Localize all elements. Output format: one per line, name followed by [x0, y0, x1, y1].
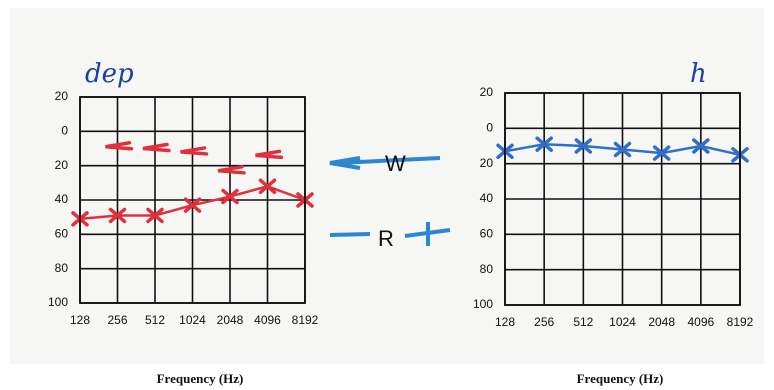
data-marker	[255, 149, 284, 160]
x-tick-label: 512	[145, 313, 165, 327]
data-marker	[221, 188, 239, 205]
y-tick-label: 60	[480, 227, 494, 241]
y-tick-label: 0	[486, 121, 493, 135]
data-marker	[535, 136, 553, 152]
x-tick-label: 128	[495, 315, 515, 329]
r-label: R	[378, 226, 394, 251]
y-tick-label: 40	[480, 191, 494, 205]
y-tick-label: 40	[55, 192, 69, 206]
data-marker	[692, 138, 710, 154]
r-mark	[329, 222, 451, 246]
data-marker	[183, 197, 202, 213]
x-tick-label: 4096	[687, 315, 714, 329]
y-tick-label: 80	[480, 262, 494, 276]
x-tick-label: 1024	[609, 315, 636, 329]
plot-frame	[79, 96, 306, 304]
x-tick-label: 1024	[179, 313, 206, 327]
data-marker	[180, 146, 209, 156]
data-marker	[146, 207, 164, 224]
y-tick-label: 20	[55, 158, 69, 172]
y-tick-label: 60	[55, 227, 69, 241]
x-tick-label: 4096	[254, 313, 281, 327]
w-label: W	[385, 151, 406, 176]
y-tick-label: 0	[61, 124, 68, 138]
data-marker	[258, 178, 277, 195]
chart-annotation: dep	[85, 59, 134, 89]
plot-frame	[504, 92, 741, 306]
x-axis-label: Frequency (Hz)	[577, 371, 664, 386]
y-tick-label: 100	[473, 297, 493, 311]
x-tick-label: 8192	[727, 315, 754, 329]
y-tick-label: 20	[55, 89, 69, 103]
chart-annotation: h	[690, 59, 707, 89]
y-tick-label: 80	[55, 261, 69, 275]
x-tick-label: 256	[107, 313, 127, 327]
x-tick-label: 128	[70, 313, 90, 327]
data-marker	[142, 142, 171, 153]
x-tick-label: 2048	[217, 313, 244, 327]
x-tick-label: 2048	[648, 315, 675, 329]
data-marker	[217, 165, 246, 175]
data-marker	[574, 138, 593, 154]
x-tick-label: 512	[573, 315, 593, 329]
w-arrow	[329, 156, 441, 170]
data-marker	[652, 145, 671, 161]
data-marker	[105, 141, 134, 151]
data-marker	[613, 141, 632, 158]
y-tick-label: 100	[48, 295, 68, 309]
x-tick-label: 8192	[292, 313, 319, 327]
y-tick-label: 20	[480, 85, 494, 99]
data-marker	[108, 207, 127, 224]
y-tick-label: 20	[480, 156, 494, 170]
x-axis-label: Frequency (Hz)	[157, 371, 244, 386]
x-tick-label: 256	[534, 315, 554, 329]
